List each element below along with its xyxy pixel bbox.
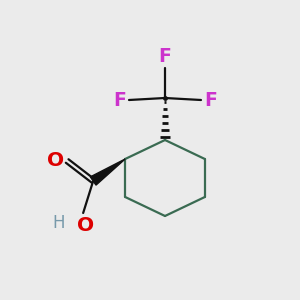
Polygon shape <box>90 159 125 185</box>
Text: O: O <box>47 151 64 169</box>
Text: O: O <box>76 216 94 235</box>
Text: F: F <box>113 91 126 110</box>
Text: F: F <box>204 91 217 110</box>
Text: H: H <box>53 214 65 232</box>
Text: F: F <box>159 47 171 66</box>
